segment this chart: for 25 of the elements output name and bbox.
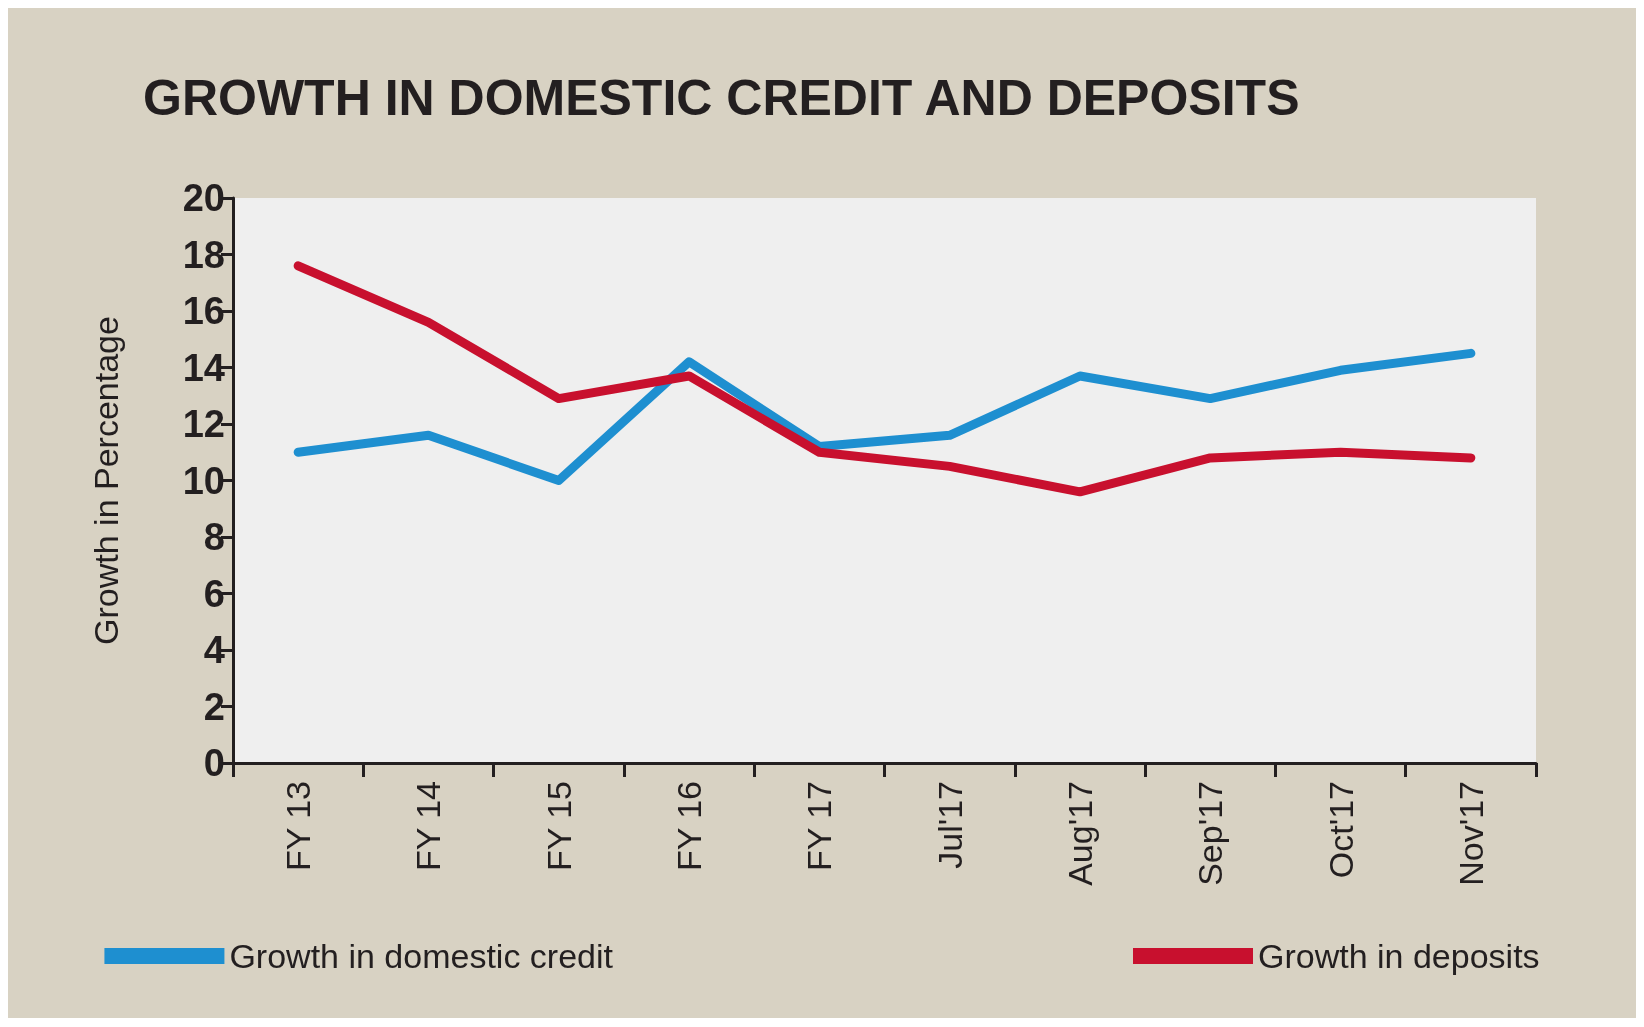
x-tick-label: Sep'17	[1191, 781, 1230, 886]
y-tick-label: 0	[203, 742, 225, 784]
x-tick-label: FY 14	[409, 781, 448, 872]
y-tick-label: 18	[182, 233, 225, 276]
legend-label: Growth in domestic credit	[229, 937, 614, 975]
y-axis-title: Growth in Percentage	[87, 316, 125, 645]
y-tick-label: 6	[203, 572, 225, 615]
x-tick-label: FY 13	[279, 781, 318, 872]
y-tick-label: 16	[182, 290, 225, 332]
x-tick-label: Jul'17	[930, 781, 969, 869]
y-tick-label: 4	[203, 629, 225, 671]
y-tick-label: 20	[182, 177, 225, 219]
y-tick-label: 14	[182, 346, 225, 389]
x-tick-label: FY 16	[670, 781, 709, 872]
x-tick-label: FY 15	[539, 781, 578, 872]
y-tick-label: 10	[182, 459, 225, 502]
x-tick-label: FY 17	[800, 781, 839, 872]
chart-title: GROWTH IN DOMESTIC CREDIT AND DEPOSITS	[143, 70, 1300, 126]
y-tick-label: 12	[182, 403, 225, 445]
x-tick-label: Aug'17	[1060, 781, 1099, 886]
x-tick-label: Oct'17	[1321, 781, 1360, 879]
legend-label: Growth in deposits	[1258, 937, 1540, 975]
y-tick-label: 8	[203, 516, 225, 558]
x-tick-label: Nov'17	[1451, 781, 1490, 886]
y-tick-label: 2	[203, 685, 225, 728]
